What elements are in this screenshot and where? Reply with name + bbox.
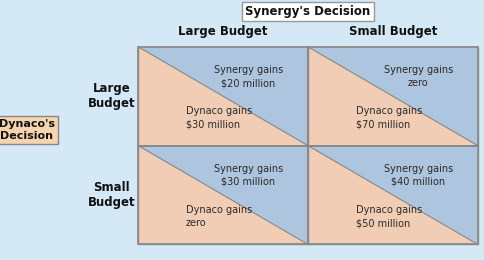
Polygon shape: [138, 146, 307, 244]
Text: Synergy gains
zero: Synergy gains zero: [383, 65, 452, 88]
Text: Synergy gains
$20 million: Synergy gains $20 million: [213, 65, 283, 88]
Text: Synergy's Decision: Synergy's Decision: [245, 5, 370, 18]
Text: Dynaco gains
$30 million: Dynaco gains $30 million: [185, 106, 252, 129]
FancyBboxPatch shape: [138, 146, 307, 244]
Text: Small Budget: Small Budget: [348, 25, 436, 38]
Text: Synergy gains
$30 million: Synergy gains $30 million: [213, 164, 283, 187]
Polygon shape: [307, 146, 477, 244]
Text: Synergy gains
$40 million: Synergy gains $40 million: [383, 164, 452, 187]
Text: Small
Budget: Small Budget: [88, 181, 135, 209]
Polygon shape: [307, 47, 477, 146]
FancyBboxPatch shape: [307, 146, 477, 244]
Text: Dynaco gains
$50 million: Dynaco gains $50 million: [355, 205, 421, 228]
Text: Dynaco gains
$70 million: Dynaco gains $70 million: [355, 106, 421, 129]
FancyBboxPatch shape: [307, 47, 477, 146]
Text: Large
Budget: Large Budget: [88, 82, 135, 110]
FancyBboxPatch shape: [138, 47, 307, 146]
Text: Large Budget: Large Budget: [178, 25, 267, 38]
Polygon shape: [138, 47, 307, 146]
Text: Dynaco's
Decision: Dynaco's Decision: [0, 119, 55, 141]
Text: Dynaco gains
zero: Dynaco gains zero: [185, 205, 252, 228]
